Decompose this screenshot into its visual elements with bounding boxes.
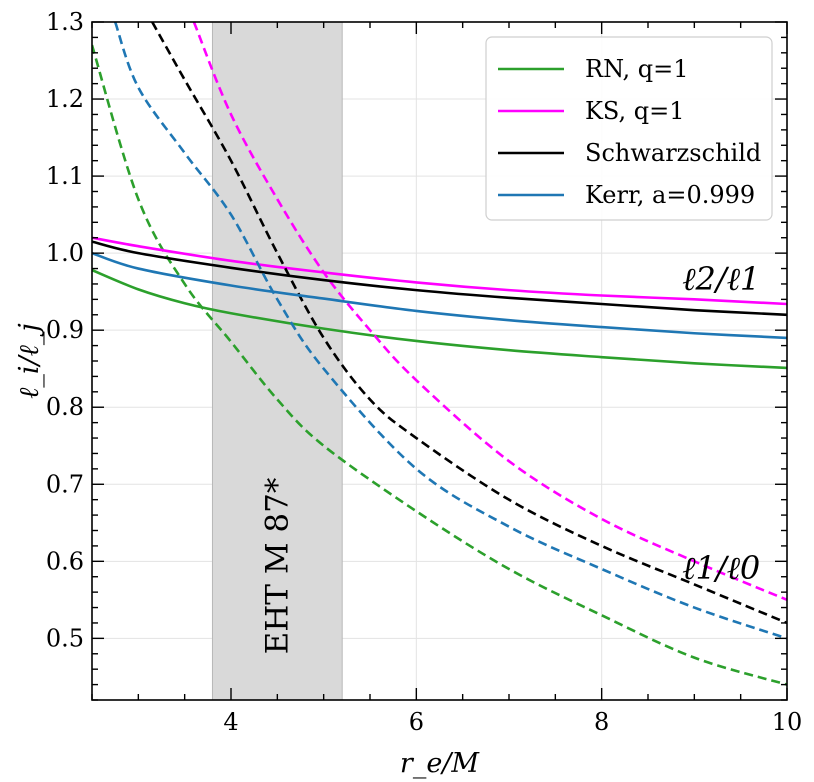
legend-label-schwarzschild: Schwarzschild [585, 139, 761, 167]
y-tick-label: 0.5 [46, 624, 84, 652]
axis-labels: r_e/M ℓ_i/ℓ_j [14, 323, 480, 779]
x-tick-label: 4 [223, 708, 238, 736]
eht-band [211, 21, 343, 701]
legend-label-kerr-a-0-999: Kerr, a=0.999 [585, 181, 755, 209]
eht-band-label: EHT M 87* [259, 478, 295, 655]
tick-labels: 4 6 8 10 0.5 0.6 0.7 0.8 0.9 1.0 1.1 1.2 1.3 [46, 8, 802, 736]
y-tick-label: 0.9 [46, 316, 84, 344]
y-tick-label: 1.1 [46, 162, 84, 190]
y-tick-label: 1.3 [46, 8, 84, 36]
schwarzschild-l2-l1-line [92, 240, 787, 317]
series-layer [92, 22, 787, 686]
ks-q-1-l2-l1-line [92, 236, 787, 306]
schwarzschild-l1-l0-dashed-line [151, 22, 787, 625]
y-axis-label: ℓ_i/ℓ_j [14, 323, 45, 399]
shaded-band-layer: EHT M 87* [211, 21, 343, 701]
kerr-a-0-999-l1-l0-dashed-line [113, 22, 787, 640]
rn-q-1-l1-l0-dashed-line [92, 44, 787, 686]
y-tick-label: 0.8 [46, 393, 84, 421]
y-tick-label: 1.2 [46, 85, 84, 113]
annotation-l1-over-l0: ℓ1/ℓ0 [682, 549, 760, 587]
legend-box [485, 36, 773, 221]
rn-q-1-l2-l1-line [92, 268, 787, 370]
y-tick-label: 0.7 [46, 470, 84, 498]
legend: RN, q=1 KS, q=1 Schwarzschild Kerr, a=0.999 [485, 36, 773, 221]
legend-label-rn-q-1: RN, q=1 [585, 55, 689, 83]
x-tick-label: 10 [772, 708, 803, 736]
legend-label-ks-q-1: KS, q=1 [585, 97, 685, 125]
x-tick-label: 8 [594, 708, 609, 736]
ks-q-1-l1-l0-dashed-line [192, 22, 787, 602]
annotation-l2-over-l1: ℓ2/ℓ1 [682, 260, 760, 298]
y-tick-label: 0.6 [46, 547, 84, 575]
y-tick-label: 1.0 [46, 239, 84, 267]
plot-frame [91, 21, 788, 701]
annotations: ℓ2/ℓ1 ℓ1/ℓ0 [682, 260, 760, 587]
x-tick-label: 6 [409, 708, 424, 736]
x-axis-label: r_e/M [400, 748, 480, 779]
ticks [91, 21, 788, 701]
kerr-a-0-999-l2-l1-line [92, 251, 787, 340]
